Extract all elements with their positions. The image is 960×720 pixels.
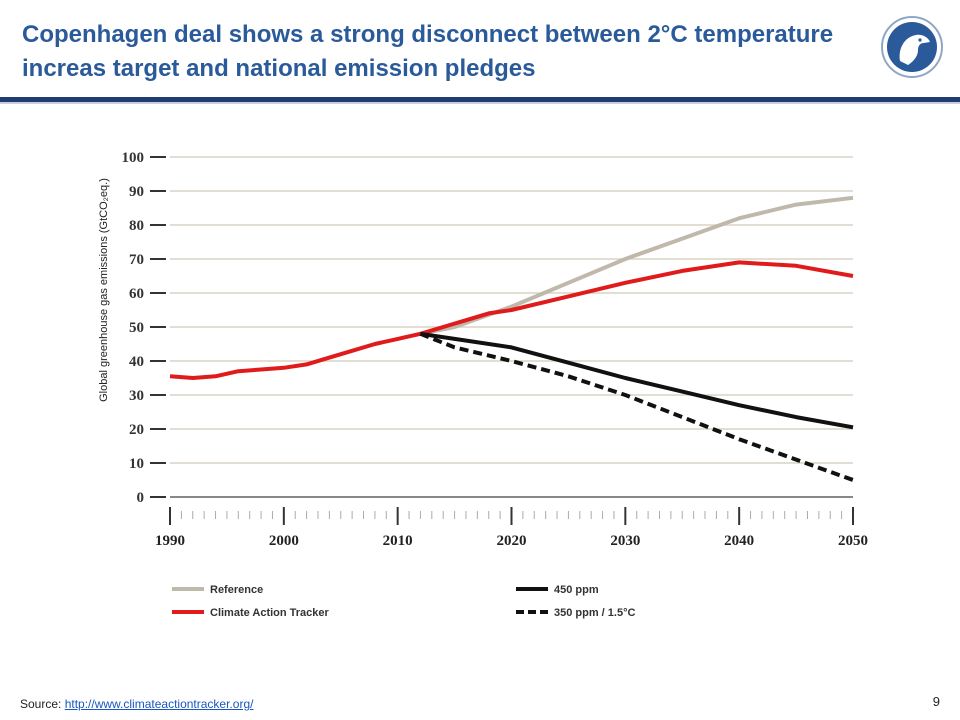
source-link[interactable]: http://www.climateactiontracker.org/ (64, 697, 254, 711)
series-line-ppm450 (420, 331, 854, 430)
y-axis-label: Global greenhouse gas emissions (GtCO₂eq… (98, 178, 110, 402)
y-tick-label: 90 (129, 184, 144, 200)
y-tick-label: 100 (122, 150, 145, 166)
page-number: 9 (932, 694, 940, 709)
y-tick-label: 50 (129, 320, 144, 336)
y-tick-label: 10 (129, 456, 144, 472)
y-tick-label: 40 (129, 354, 144, 370)
title-rule-shadow (0, 102, 960, 104)
series-line-reference (420, 195, 854, 336)
x-tick-label: 2030 (610, 533, 640, 549)
title-rule (0, 97, 960, 102)
legend-label-climate-action-tracker: Climate Action Tracker (210, 607, 330, 619)
bird-head-logo-icon (881, 16, 943, 78)
x-tick-label: 2050 (838, 533, 868, 549)
y-tick-label: 30 (129, 388, 144, 404)
x-tick-label: 1990 (155, 533, 185, 549)
y-tick-label: 0 (137, 490, 145, 506)
x-tick-label: 2040 (724, 533, 754, 549)
legend-label-ppm350: 350 ppm / 1.5°C (554, 607, 635, 619)
y-tick-label: 80 (129, 218, 144, 234)
slide-title: Copenhagen deal shows a strong disconnec… (22, 21, 834, 82)
legend-label-ppm450: 450 ppm (554, 584, 599, 596)
series-line-climate-action-tracker (169, 260, 854, 380)
y-tick-label: 20 (129, 422, 144, 438)
legend-label-reference: Reference (210, 584, 263, 596)
x-tick-label: 2020 (497, 533, 527, 549)
y-tick-label: 70 (129, 252, 144, 268)
x-tick-label: 2010 (383, 533, 413, 549)
series-line-ppm350 (419, 331, 854, 482)
x-tick-label: 2000 (269, 533, 299, 549)
y-tick-label: 60 (129, 286, 144, 302)
source-label: Source: (20, 697, 62, 711)
source-note: Source: http://www.climateactiontracker.… (20, 697, 253, 711)
